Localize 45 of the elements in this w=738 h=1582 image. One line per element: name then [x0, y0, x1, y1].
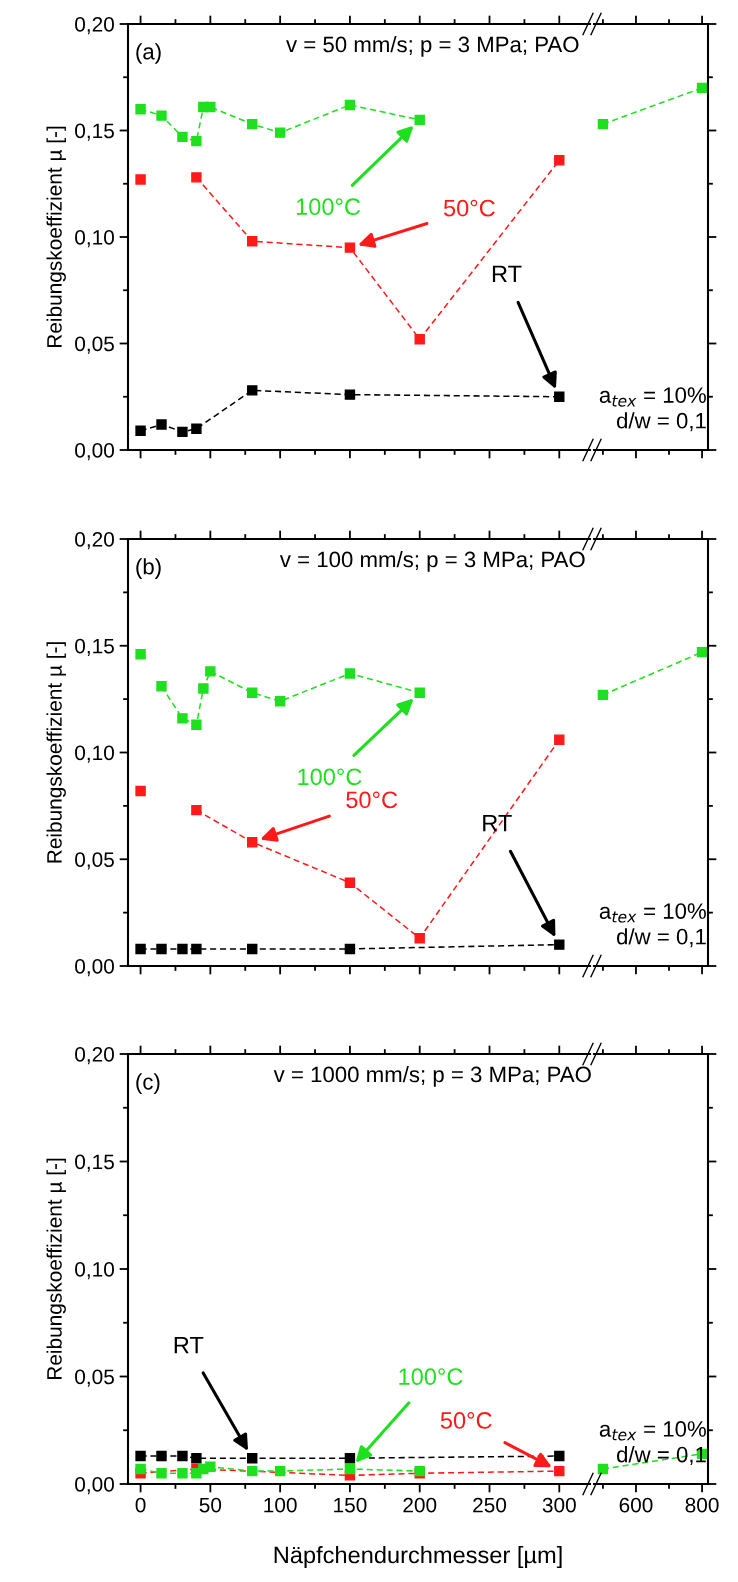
y-tick-label: 0,20 — [75, 1047, 114, 1065]
y-tick-label: 0,10 — [75, 1262, 114, 1280]
x-tick-label: 300 — [542, 1497, 576, 1513]
x-tick-label: 50 — [199, 1497, 222, 1513]
y-tick-label: 0,00 — [75, 443, 114, 461]
legend-label: 100°C — [298, 768, 362, 786]
y-tick-label: 0,15 — [75, 638, 114, 656]
x-tick-label: 600 — [619, 1497, 653, 1513]
text: 100°C — [399, 1368, 463, 1386]
y-tick-label: 0,20 — [75, 17, 114, 35]
y-tick-label: 0,05 — [75, 1369, 114, 1387]
y-tick-label: 0,10 — [75, 230, 114, 248]
x-tick-label: 800 — [685, 1497, 719, 1513]
y-axis-title: Reibungskoeffizient µ [-] — [46, 1158, 66, 1380]
annotation: (a) — [136, 43, 161, 64]
annotation: a$_{tex}$ = 10% d/w = 0,1 — [599, 387, 706, 432]
text: RT — [483, 815, 512, 832]
y-axis-title: Reibungskoeffizient µ [-] — [46, 126, 66, 348]
y-tick-label: 0,05 — [75, 852, 114, 870]
y-tick-label: 0,10 — [75, 745, 114, 763]
text: 100°C — [296, 198, 361, 216]
text: v = 50 mm/s; p = 3 MPa; PAO — [286, 36, 579, 57]
text: RT — [492, 265, 522, 283]
annotation: (b) — [136, 558, 161, 579]
y-tick-label: 0,05 — [75, 336, 114, 354]
x-tick-label: 150 — [334, 1497, 367, 1513]
y-tick-label: 0,00 — [75, 1477, 114, 1495]
series-label: 50°C — [440, 1412, 492, 1429]
y-tick-label: 0,00 — [75, 959, 114, 977]
x-tick-label: 250 — [473, 1497, 507, 1513]
text: 50°C — [346, 791, 398, 809]
y-axis-title: Reibungskoeffizient µ [-] — [46, 642, 66, 863]
text: v = 100 mm/s; p = 3 MPa; PAO — [279, 551, 585, 572]
y-tick-label: 0,15 — [75, 123, 114, 141]
annotation: (c) — [136, 1073, 160, 1095]
y-tick-label: 0,15 — [75, 1154, 114, 1172]
text: RT — [174, 1336, 204, 1354]
x-axis-title: Näpfchendurchmesser [µm] — [274, 1546, 562, 1569]
x-tick-label: 100 — [264, 1497, 297, 1513]
x-tick-label: 0 — [135, 1497, 146, 1513]
annotation: a$_{tex}$ = 10% d/w = 0,1 — [599, 903, 706, 948]
text: v = 1000 mm/s; p = 3 MPa; PAO — [273, 1066, 591, 1087]
x-tick-label: 200 — [403, 1497, 437, 1513]
series-label: 50°C — [443, 199, 495, 217]
y-tick-label: 0,20 — [75, 532, 114, 550]
